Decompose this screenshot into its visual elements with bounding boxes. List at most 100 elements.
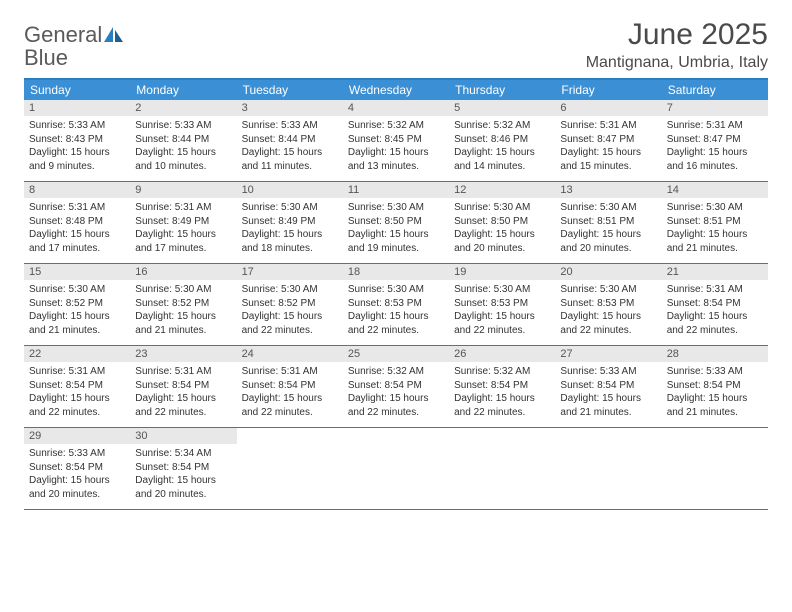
day-body: Sunrise: 5:33 AMSunset: 8:54 PMDaylight:… <box>662 362 768 427</box>
sunrise-line: Sunrise: 5:30 AM <box>348 283 444 297</box>
day-body: Sunrise: 5:32 AMSunset: 8:45 PMDaylight:… <box>343 116 449 181</box>
sunset-line: Sunset: 8:44 PM <box>135 133 231 147</box>
sunrise-line: Sunrise: 5:31 AM <box>29 201 125 215</box>
daylight-line-2: and 22 minutes. <box>242 324 338 338</box>
daylight-line-2: and 20 minutes. <box>454 242 550 256</box>
sunset-line: Sunset: 8:51 PM <box>667 215 763 229</box>
sunrise-line: Sunrise: 5:31 AM <box>560 119 656 133</box>
daylight-line-1: Daylight: 15 hours <box>560 310 656 324</box>
sunset-line: Sunset: 8:52 PM <box>29 297 125 311</box>
sunrise-line: Sunrise: 5:32 AM <box>454 119 550 133</box>
sunrise-line: Sunrise: 5:31 AM <box>667 119 763 133</box>
sunset-line: Sunset: 8:47 PM <box>667 133 763 147</box>
day-cell: 16Sunrise: 5:30 AMSunset: 8:52 PMDayligh… <box>130 264 236 345</box>
sunrise-line: Sunrise: 5:33 AM <box>135 119 231 133</box>
weekday-header: Wednesday <box>343 80 449 100</box>
day-number: 21 <box>662 264 768 280</box>
day-number: 15 <box>24 264 130 280</box>
day-body: Sunrise: 5:31 AMSunset: 8:49 PMDaylight:… <box>130 198 236 263</box>
daylight-line-2: and 17 minutes. <box>135 242 231 256</box>
sunset-line: Sunset: 8:54 PM <box>29 461 125 475</box>
empty-cell <box>237 428 343 509</box>
sunrise-line: Sunrise: 5:33 AM <box>560 365 656 379</box>
daylight-line-1: Daylight: 15 hours <box>454 310 550 324</box>
daylight-line-1: Daylight: 15 hours <box>348 228 444 242</box>
day-cell: 1Sunrise: 5:33 AMSunset: 8:43 PMDaylight… <box>24 100 130 181</box>
daylight-line-2: and 21 minutes. <box>667 242 763 256</box>
sunrise-line: Sunrise: 5:33 AM <box>242 119 338 133</box>
sunset-line: Sunset: 8:49 PM <box>242 215 338 229</box>
daylight-line-1: Daylight: 15 hours <box>135 228 231 242</box>
day-cell: 7Sunrise: 5:31 AMSunset: 8:47 PMDaylight… <box>662 100 768 181</box>
day-body: Sunrise: 5:33 AMSunset: 8:43 PMDaylight:… <box>24 116 130 181</box>
header: General Blue June 2025 Mantignana, Umbri… <box>24 18 768 72</box>
sunset-line: Sunset: 8:52 PM <box>135 297 231 311</box>
day-body: Sunrise: 5:30 AMSunset: 8:50 PMDaylight:… <box>449 198 555 263</box>
day-body: Sunrise: 5:30 AMSunset: 8:50 PMDaylight:… <box>343 198 449 263</box>
day-number: 16 <box>130 264 236 280</box>
weekday-header-row: Sunday Monday Tuesday Wednesday Thursday… <box>24 80 768 100</box>
day-cell: 6Sunrise: 5:31 AMSunset: 8:47 PMDaylight… <box>555 100 661 181</box>
day-body: Sunrise: 5:30 AMSunset: 8:53 PMDaylight:… <box>449 280 555 345</box>
daylight-line-1: Daylight: 15 hours <box>560 146 656 160</box>
day-cell: 23Sunrise: 5:31 AMSunset: 8:54 PMDayligh… <box>130 346 236 427</box>
day-number: 30 <box>130 428 236 444</box>
day-body: Sunrise: 5:31 AMSunset: 8:54 PMDaylight:… <box>24 362 130 427</box>
sunset-line: Sunset: 8:54 PM <box>135 379 231 393</box>
daylight-line-2: and 15 minutes. <box>560 160 656 174</box>
logo: General Blue <box>24 24 124 70</box>
day-cell: 20Sunrise: 5:30 AMSunset: 8:53 PMDayligh… <box>555 264 661 345</box>
logo-text-2: Blue <box>24 45 68 70</box>
sunrise-line: Sunrise: 5:31 AM <box>242 365 338 379</box>
day-body: Sunrise: 5:30 AMSunset: 8:53 PMDaylight:… <box>555 280 661 345</box>
day-number: 20 <box>555 264 661 280</box>
day-cell: 25Sunrise: 5:32 AMSunset: 8:54 PMDayligh… <box>343 346 449 427</box>
sunrise-line: Sunrise: 5:31 AM <box>29 365 125 379</box>
sunset-line: Sunset: 8:54 PM <box>135 461 231 475</box>
daylight-line-1: Daylight: 15 hours <box>135 392 231 406</box>
sunset-line: Sunset: 8:47 PM <box>560 133 656 147</box>
day-body: Sunrise: 5:32 AMSunset: 8:46 PMDaylight:… <box>449 116 555 181</box>
daylight-line-2: and 20 minutes. <box>29 488 125 502</box>
day-cell: 22Sunrise: 5:31 AMSunset: 8:54 PMDayligh… <box>24 346 130 427</box>
daylight-line-1: Daylight: 15 hours <box>242 310 338 324</box>
week-row: 8Sunrise: 5:31 AMSunset: 8:48 PMDaylight… <box>24 182 768 264</box>
logo-sail-icon <box>104 26 124 47</box>
day-number: 4 <box>343 100 449 116</box>
day-number: 11 <box>343 182 449 198</box>
daylight-line-1: Daylight: 15 hours <box>29 392 125 406</box>
sunrise-line: Sunrise: 5:30 AM <box>560 283 656 297</box>
weeks-container: 1Sunrise: 5:33 AMSunset: 8:43 PMDaylight… <box>24 100 768 510</box>
daylight-line-2: and 22 minutes. <box>348 324 444 338</box>
week-row: 1Sunrise: 5:33 AMSunset: 8:43 PMDaylight… <box>24 100 768 182</box>
daylight-line-1: Daylight: 15 hours <box>560 228 656 242</box>
daylight-line-1: Daylight: 15 hours <box>454 228 550 242</box>
day-number: 22 <box>24 346 130 362</box>
weekday-header: Sunday <box>24 80 130 100</box>
day-body: Sunrise: 5:30 AMSunset: 8:52 PMDaylight:… <box>24 280 130 345</box>
daylight-line-1: Daylight: 15 hours <box>667 146 763 160</box>
day-body: Sunrise: 5:30 AMSunset: 8:52 PMDaylight:… <box>237 280 343 345</box>
daylight-line-2: and 20 minutes. <box>135 488 231 502</box>
sunrise-line: Sunrise: 5:33 AM <box>667 365 763 379</box>
day-body: Sunrise: 5:30 AMSunset: 8:51 PMDaylight:… <box>555 198 661 263</box>
daylight-line-1: Daylight: 15 hours <box>454 392 550 406</box>
day-number: 5 <box>449 100 555 116</box>
empty-cell <box>343 428 449 509</box>
weekday-header: Friday <box>555 80 661 100</box>
day-number: 28 <box>662 346 768 362</box>
sunset-line: Sunset: 8:45 PM <box>348 133 444 147</box>
day-body: Sunrise: 5:33 AMSunset: 8:54 PMDaylight:… <box>24 444 130 509</box>
daylight-line-1: Daylight: 15 hours <box>454 146 550 160</box>
daylight-line-2: and 21 minutes. <box>667 406 763 420</box>
day-cell: 13Sunrise: 5:30 AMSunset: 8:51 PMDayligh… <box>555 182 661 263</box>
day-body: Sunrise: 5:31 AMSunset: 8:54 PMDaylight:… <box>237 362 343 427</box>
week-row: 22Sunrise: 5:31 AMSunset: 8:54 PMDayligh… <box>24 346 768 428</box>
daylight-line-2: and 21 minutes. <box>560 406 656 420</box>
sunrise-line: Sunrise: 5:33 AM <box>29 119 125 133</box>
sunset-line: Sunset: 8:49 PM <box>135 215 231 229</box>
sunrise-line: Sunrise: 5:30 AM <box>348 201 444 215</box>
day-cell: 8Sunrise: 5:31 AMSunset: 8:48 PMDaylight… <box>24 182 130 263</box>
daylight-line-2: and 16 minutes. <box>667 160 763 174</box>
sunset-line: Sunset: 8:53 PM <box>454 297 550 311</box>
